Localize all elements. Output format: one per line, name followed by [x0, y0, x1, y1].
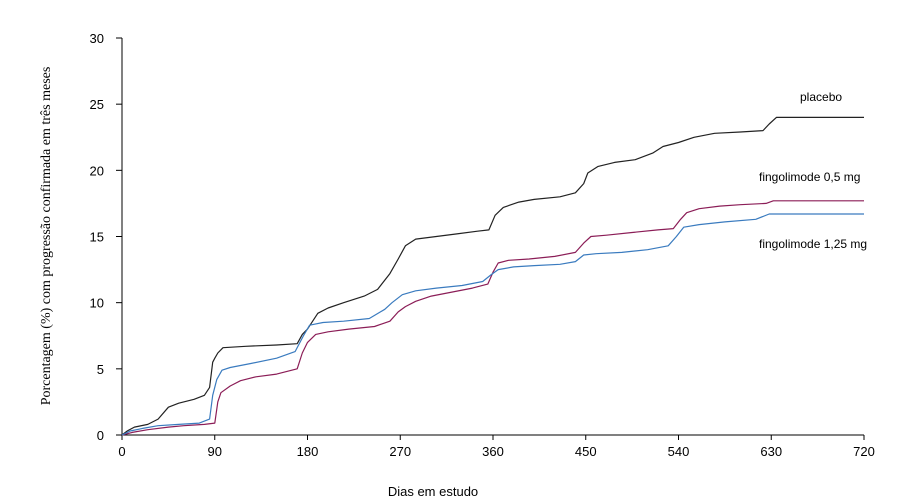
- x-tick-label: 90: [208, 444, 222, 459]
- x-tick-label: 720: [853, 444, 875, 459]
- x-tick-label: 450: [575, 444, 597, 459]
- series-label-placebo: placebo: [800, 90, 842, 104]
- x-tick-label: 630: [760, 444, 782, 459]
- x-tick-label: 0: [118, 444, 125, 459]
- series-lines: [121, 116, 864, 436]
- x-tick-label: 540: [668, 444, 690, 459]
- series-label-fingolimode-1-25-mg: fingolimode 1,25 mg: [759, 237, 867, 251]
- series-label-fingolimode-0-5-mg: fingolimode 0,5 mg: [759, 170, 860, 184]
- x-tick-label: 270: [389, 444, 411, 459]
- y-tick-label: 15: [90, 230, 104, 245]
- y-tick-label: 25: [90, 97, 104, 112]
- x-axis-ticks: 0 90 180 270 360 450 540 630 720: [118, 435, 875, 459]
- axes: [121, 38, 864, 436]
- y-tick-label: 10: [90, 296, 104, 311]
- x-tick-label: 360: [482, 444, 504, 459]
- series-line-1: [121, 200, 864, 436]
- y-axis-title: Porcentagem (%) com progressão confirmad…: [39, 67, 54, 406]
- series-line-0: [121, 116, 864, 436]
- y-axis-ticks: 0 5 10 15 20 25 30: [90, 31, 122, 443]
- y-tick-label: 30: [90, 31, 104, 46]
- x-tick-label: 180: [297, 444, 319, 459]
- y-tick-label: 5: [97, 362, 104, 377]
- y-tick-label: 20: [90, 163, 104, 178]
- series-line-2: [121, 213, 864, 436]
- x-axis-title: Dias em estudo: [388, 484, 478, 499]
- y-tick-label: 0: [97, 428, 104, 443]
